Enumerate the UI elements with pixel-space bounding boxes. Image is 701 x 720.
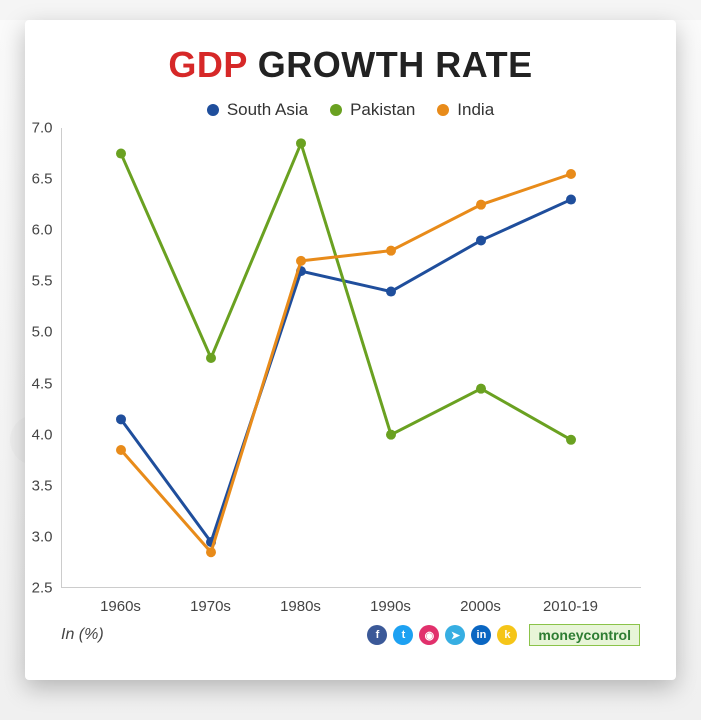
twitter-icon[interactable]: t (393, 625, 413, 645)
series-line (121, 143, 571, 439)
series-marker (116, 445, 126, 455)
x-tick-label: 1960s (100, 588, 141, 615)
y-tick-label: 3.0 (32, 528, 61, 545)
series-marker (296, 138, 306, 148)
legend-item: Pakistan (330, 100, 415, 120)
series-marker (476, 235, 486, 245)
instagram-icon[interactable]: ◉ (419, 625, 439, 645)
footer: In (%) ft ◉ ➤ ink moneycontrol (55, 624, 646, 646)
legend-item: India (437, 100, 494, 120)
series-marker (206, 353, 216, 363)
title-rest: GROWTH RATE (258, 44, 533, 85)
series-marker (386, 287, 396, 297)
legend: South Asia Pakistan India (55, 100, 646, 120)
series-line (121, 200, 571, 542)
y-tick-label: 6.5 (32, 171, 61, 188)
chart-title: GDP GROWTH RATE (55, 44, 646, 86)
x-tick-label: 1980s (280, 588, 321, 615)
y-tick-label: 4.0 (32, 426, 61, 443)
facebook-icon[interactable]: f (367, 625, 387, 645)
y-tick-label: 7.0 (32, 120, 61, 137)
legend-label: India (457, 100, 494, 120)
legend-label: Pakistan (350, 100, 415, 120)
series-marker (566, 435, 576, 445)
series-marker (566, 195, 576, 205)
legend-marker (330, 104, 342, 116)
series-marker (116, 414, 126, 424)
legend-label: South Asia (227, 100, 308, 120)
unit-label: In (%) (61, 626, 104, 644)
series-marker (296, 256, 306, 266)
series-marker (476, 200, 486, 210)
koo-icon[interactable]: k (497, 625, 517, 645)
brand-logo: moneycontrol (529, 624, 640, 646)
x-tick-label: 1990s (370, 588, 411, 615)
y-tick-label: 5.5 (32, 273, 61, 290)
linkedin-icon[interactable]: in (471, 625, 491, 645)
series-marker (386, 430, 396, 440)
x-tick-label: 1970s (190, 588, 231, 615)
legend-marker (437, 104, 449, 116)
series-marker (476, 384, 486, 394)
y-tick-label: 6.0 (32, 222, 61, 239)
series-marker (386, 246, 396, 256)
y-tick-label: 2.5 (32, 580, 61, 597)
x-tick-label: 2010-19 (543, 588, 598, 615)
series-marker (566, 169, 576, 179)
chart-card: GDP GROWTH RATE South AsiaPakistanIndia … (25, 20, 676, 680)
line-chart-svg (61, 128, 641, 588)
social-icons: ft ◉ ➤ ink moneycontrol (367, 624, 640, 646)
title-accent: GDP (168, 44, 247, 85)
legend-item: South Asia (207, 100, 308, 120)
series-marker (206, 547, 216, 557)
x-tick-label: 2000s (460, 588, 501, 615)
y-tick-label: 5.0 (32, 324, 61, 341)
series-marker (116, 149, 126, 159)
telegram-icon[interactable]: ➤ (445, 625, 465, 645)
y-tick-label: 4.5 (32, 375, 61, 392)
chart-plot-area: 2.53.03.54.04.55.05.56.06.57.01960s1970s… (61, 128, 641, 588)
y-tick-label: 3.5 (32, 477, 61, 494)
legend-marker (207, 104, 219, 116)
